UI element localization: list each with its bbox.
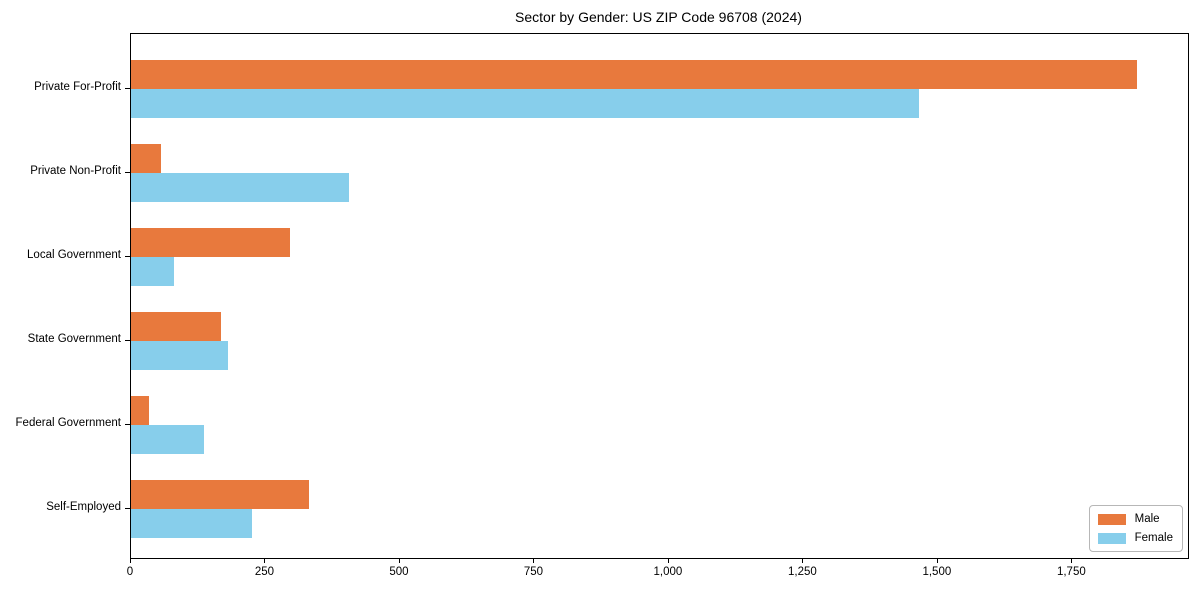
y-axis-label: Federal Government xyxy=(15,417,121,429)
x-axis-tick xyxy=(533,558,535,563)
bar-male-6 xyxy=(131,480,309,509)
legend-label-female: Female xyxy=(1134,532,1173,544)
bar-female-3 xyxy=(131,257,175,286)
y-axis-tick xyxy=(125,508,130,509)
x-axis-label: 1,750 xyxy=(1056,566,1086,578)
y-axis-label: Self-Employed xyxy=(46,501,121,513)
x-axis-tick xyxy=(936,558,938,563)
x-axis-label: 1,000 xyxy=(653,566,683,578)
y-axis-label: Local Government xyxy=(27,249,121,261)
y-axis-tick xyxy=(125,172,130,173)
bar-female-4 xyxy=(131,341,228,370)
y-axis-tick xyxy=(125,88,130,89)
y-axis-label: Private Non-Profit xyxy=(30,165,121,177)
x-axis-tick xyxy=(667,558,669,563)
male-swatch-icon xyxy=(1097,513,1126,525)
x-axis-tick xyxy=(1071,558,1073,563)
x-axis-tick xyxy=(264,558,266,563)
y-axis-label: State Government xyxy=(27,333,121,345)
bar-male-4 xyxy=(131,312,222,341)
x-axis-tick xyxy=(130,558,131,563)
bar-female-6 xyxy=(131,509,253,538)
bar-male-3 xyxy=(131,228,290,257)
x-axis-label: 0 xyxy=(126,566,134,578)
bar-female-5 xyxy=(131,425,204,454)
x-axis-label: 750 xyxy=(523,566,544,578)
x-axis-label: 500 xyxy=(389,566,409,578)
legend-entry-male: Male xyxy=(1097,513,1173,525)
bar-male-2 xyxy=(131,144,161,173)
legend-label-male: Male xyxy=(1134,513,1160,525)
bar-male-5 xyxy=(131,396,149,425)
x-axis-label: 1,500 xyxy=(922,566,952,578)
bar-female-2 xyxy=(131,173,349,202)
y-axis-tick xyxy=(125,340,130,341)
x-axis-label: 250 xyxy=(254,566,275,578)
x-axis-label: 1,250 xyxy=(788,566,817,578)
y-axis-tick xyxy=(125,256,130,257)
y-axis-label: Private For-Profit xyxy=(34,81,121,93)
x-axis-tick xyxy=(398,558,400,563)
y-axis-tick xyxy=(125,424,130,425)
legend: Male Female xyxy=(1088,505,1183,552)
female-swatch-icon xyxy=(1097,532,1126,544)
bar-female-1 xyxy=(131,89,920,118)
bar-male-1 xyxy=(131,60,1137,89)
x-axis-tick xyxy=(802,558,804,563)
plot-area: Male Female xyxy=(130,33,1189,559)
chart-title: Sector by Gender: US ZIP Code 96708 (202… xyxy=(515,9,802,25)
legend-entry-female: Female xyxy=(1097,532,1173,544)
